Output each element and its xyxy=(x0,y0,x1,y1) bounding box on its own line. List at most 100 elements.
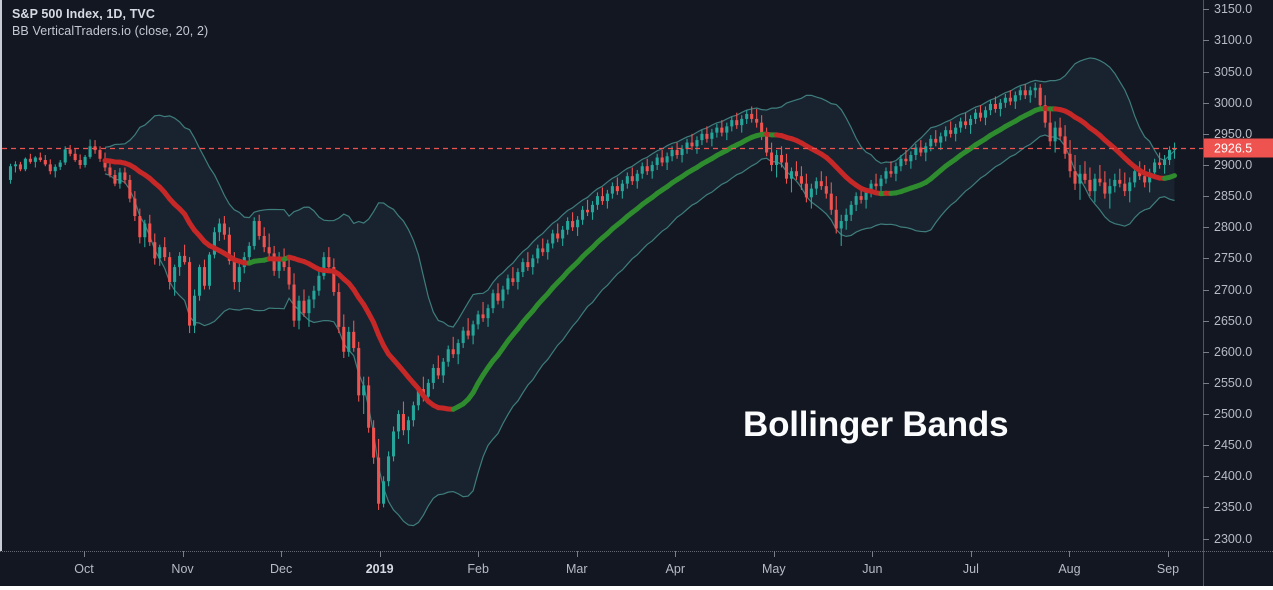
price-tick-label: 3150.0 xyxy=(1214,2,1253,17)
candle-body xyxy=(770,152,774,165)
candle-body xyxy=(829,193,833,210)
candle-body xyxy=(1063,136,1067,154)
candle-body xyxy=(969,118,973,126)
candle-body xyxy=(993,103,997,109)
candle-body xyxy=(362,385,366,396)
candle-body xyxy=(327,257,331,268)
time-tick-label: Aug xyxy=(1058,562,1081,576)
time-tick-label: Sep xyxy=(1156,562,1180,576)
candle-body xyxy=(232,260,236,283)
candle-body xyxy=(581,209,585,220)
candle-body xyxy=(983,110,988,118)
candle-body xyxy=(257,221,261,236)
price-tick-label: 2750.0 xyxy=(1214,251,1253,266)
candle-body xyxy=(690,142,694,147)
candle-body xyxy=(352,331,356,349)
candle-body xyxy=(456,343,460,355)
candle-body xyxy=(1088,179,1092,192)
candle-body xyxy=(1013,95,1017,102)
candle-body xyxy=(292,284,296,321)
candle-body xyxy=(1083,173,1087,180)
candle-body xyxy=(252,221,256,246)
candle-body xyxy=(163,247,167,258)
candle-body xyxy=(799,176,803,184)
candle-body xyxy=(377,457,381,504)
candle-body xyxy=(571,221,575,228)
candle-body xyxy=(193,295,197,326)
time-axis[interactable]: Oct Nov Dec 2019 Feb Mar Apr May Jun Jul Aug Sep xyxy=(0,551,1273,590)
current-price-tag[interactable]: 2926.5 xyxy=(1204,138,1273,158)
window-bottom-strip xyxy=(0,586,1273,590)
candle-body xyxy=(804,183,808,198)
candle-body xyxy=(282,257,286,268)
candle-body xyxy=(546,243,550,253)
candle-body xyxy=(491,293,495,309)
price-tick-label: 2450.0 xyxy=(1214,438,1253,453)
price-tick-label: 2850.0 xyxy=(1214,189,1253,204)
candle-body xyxy=(859,196,863,200)
bollinger-basis-line xyxy=(102,105,1178,412)
candle-body xyxy=(476,314,480,325)
candle-body xyxy=(501,289,505,301)
candle-body xyxy=(207,254,212,286)
candle-body xyxy=(287,267,291,285)
candle-body xyxy=(411,405,415,421)
candle-body xyxy=(879,178,883,187)
candle-body xyxy=(640,166,644,174)
time-tick-label: Jul xyxy=(962,562,979,576)
candle-body xyxy=(755,118,759,123)
chart-plot-area[interactable]: S&P 500 Index, 1D, TVC BB VerticalTrader… xyxy=(0,0,1205,551)
time-tick xyxy=(281,551,283,557)
candle-body xyxy=(188,262,192,326)
candle-body xyxy=(1133,171,1137,183)
candle-body xyxy=(566,221,570,230)
candle-body xyxy=(814,181,818,189)
candle-body xyxy=(685,142,689,149)
price-axis[interactable]: 3150.0 3100.0 3050.0 3000.0 2950.0 2900.0 2850… xyxy=(1203,0,1273,551)
candle-body xyxy=(168,257,172,283)
time-tick xyxy=(379,551,381,557)
candle-body xyxy=(939,136,943,143)
candle-body xyxy=(28,158,32,162)
candle-body xyxy=(789,171,794,179)
candle-body xyxy=(904,158,908,162)
candle-body xyxy=(819,181,823,187)
candle-body xyxy=(730,120,734,127)
candle-body xyxy=(750,113,754,119)
candle-body xyxy=(446,349,450,362)
candle-body xyxy=(919,147,923,153)
candle-body xyxy=(725,126,729,133)
price-tick xyxy=(1203,9,1209,11)
candle-body xyxy=(98,150,102,159)
candle-body xyxy=(929,138,933,147)
candle-body xyxy=(33,157,37,162)
candle-body xyxy=(312,290,316,300)
bollinger-band-fill xyxy=(105,57,1175,526)
candle-body xyxy=(660,157,664,163)
candle-body xyxy=(1038,87,1042,106)
candle-body xyxy=(406,420,410,431)
price-tick xyxy=(1203,351,1209,353)
candle-body xyxy=(123,172,127,180)
candle-body xyxy=(178,255,182,268)
time-tick-label: Nov xyxy=(171,562,194,576)
candle-body xyxy=(710,132,714,139)
candle-body xyxy=(63,149,67,163)
candle-body xyxy=(322,257,326,276)
candle-body xyxy=(1058,127,1062,137)
candle-body xyxy=(396,414,401,432)
candle-body xyxy=(1153,162,1157,173)
candle-body xyxy=(297,300,301,321)
candle-body xyxy=(222,223,226,235)
time-tick xyxy=(576,551,578,557)
price-tick xyxy=(1203,196,1209,198)
candle-body xyxy=(605,193,609,202)
candle-body xyxy=(197,267,202,296)
candle-body xyxy=(212,232,216,255)
candle-body xyxy=(849,204,853,215)
candle-body xyxy=(1053,127,1057,142)
candle-body xyxy=(1073,171,1077,184)
candle-body xyxy=(73,153,77,161)
candle-body xyxy=(1172,148,1177,151)
